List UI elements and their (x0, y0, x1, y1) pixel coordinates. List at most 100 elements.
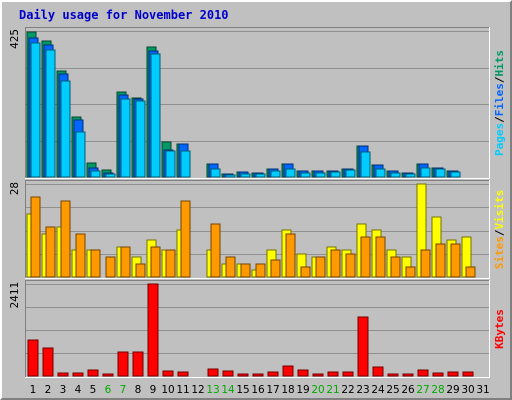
bar-pages-day-20 (315, 172, 326, 178)
legend-kbytes: KBytes (493, 309, 506, 349)
x-tick-label: 16 (251, 384, 265, 396)
bar-pages-day-11 (180, 150, 191, 178)
x-tick-label: 15 (236, 384, 249, 396)
bar-sites-day-23 (360, 236, 371, 278)
bar-sites-day-28 (435, 243, 446, 278)
bar-pages-day-22 (345, 169, 356, 178)
panel-middle: 28 Sites/Visits (8, 180, 506, 279)
bar-kbytes-day-24 (372, 366, 384, 377)
legend-files: Files (493, 83, 506, 116)
x-tick-label: 10 (161, 384, 174, 396)
legend-middle: Sites/Visits (493, 190, 506, 270)
bar-kbytes-day-6 (102, 373, 114, 377)
bar-pages-day-6 (105, 173, 116, 178)
bar-pages-day-16 (255, 173, 266, 178)
bar-pages-day-14 (225, 174, 236, 178)
bar-kbytes-day-15 (237, 373, 249, 377)
bar-pages-day-7 (120, 98, 131, 178)
bar-sites-day-6 (105, 256, 116, 278)
bar-kbytes-day-28 (432, 372, 444, 377)
bar-kbytes-day-27 (417, 369, 429, 377)
x-tick-label: 25 (386, 384, 399, 396)
y-max-label: 28 (8, 182, 21, 195)
y-max-label: 2411 (8, 282, 21, 309)
chart-title: Daily usage for November 2010 (19, 8, 229, 22)
bar-pages-day-10 (165, 150, 176, 178)
x-tick-label: 18 (281, 384, 294, 396)
bar-sites-day-27 (420, 249, 431, 278)
legend-sites: Sites (493, 236, 506, 269)
bar-pages-day-17 (270, 170, 281, 178)
bar-sites-day-13 (210, 223, 221, 278)
bar-kbytes-day-13 (207, 368, 219, 377)
bar-sites-day-7 (120, 246, 131, 278)
bar-pages-day-24 (375, 168, 386, 178)
bar-sites-day-3 (60, 200, 71, 278)
legend-hits: Hits (493, 50, 506, 77)
bar-pages-day-3 (60, 80, 71, 178)
x-tick-label: 1 (30, 384, 37, 396)
bar-pages-day-23 (360, 151, 371, 178)
x-tick-label: 12 (191, 384, 204, 396)
bar-pages-day-27 (420, 167, 431, 178)
bar-sites-day-18 (285, 233, 296, 278)
bar-sites-day-20 (315, 256, 326, 278)
bar-sites-day-22 (345, 253, 356, 278)
bar-kbytes-day-30 (462, 371, 474, 377)
bar-sites-day-9 (150, 246, 161, 278)
bar-sites-day-29 (450, 243, 461, 278)
x-tick-label: 21 (326, 384, 339, 396)
plot-area (25, 27, 490, 179)
y-max-label: 425 (8, 29, 21, 49)
bar-pages-day-8 (135, 100, 146, 178)
bar-sites-day-15 (240, 263, 251, 278)
bar-sites-day-1 (30, 196, 41, 278)
bar-sites-day-30 (465, 266, 476, 278)
bar-kbytes-day-1 (27, 339, 39, 377)
bar-sites-day-16 (255, 263, 266, 278)
bar-sites-day-10 (165, 249, 176, 278)
bar-sites-day-17 (270, 259, 281, 278)
x-tick-label: 8 (135, 384, 142, 396)
bar-kbytes-day-9 (147, 283, 159, 377)
bar-kbytes-day-20 (312, 373, 324, 377)
bar-sites-day-2 (45, 226, 56, 278)
x-tick-label: 31 (476, 384, 489, 396)
bar-pages-day-29 (450, 171, 461, 178)
x-tick-label: 7 (120, 384, 127, 396)
bar-sites-day-26 (405, 266, 416, 278)
x-tick-label: 9 (150, 384, 157, 396)
bar-pages-day-19 (300, 172, 311, 178)
bar-pages-day-28 (435, 168, 446, 178)
legend-pages: Pages (493, 123, 506, 156)
bar-kbytes-day-18 (282, 365, 294, 377)
bar-kbytes-day-10 (162, 370, 174, 377)
legend-visits: Visits (493, 190, 506, 230)
bar-pages-day-1 (30, 42, 41, 178)
bar-kbytes-day-2 (42, 347, 54, 377)
x-tick-label: 4 (75, 384, 82, 396)
bar-pages-day-2 (45, 49, 56, 178)
bar-kbytes-day-5 (87, 369, 99, 377)
bar-kbytes-day-8 (132, 351, 144, 377)
bar-pages-day-21 (330, 171, 341, 178)
bar-pages-day-5 (90, 170, 101, 178)
legend-separator: / (493, 116, 506, 123)
bar-sites-day-4 (75, 233, 86, 278)
bar-sites-day-19 (300, 266, 311, 278)
x-tick-label: 30 (461, 384, 474, 396)
bar-kbytes-day-4 (72, 372, 84, 377)
x-tick-label: 6 (105, 384, 112, 396)
bar-sites-day-24 (375, 236, 386, 278)
bar-sites-day-8 (135, 263, 146, 278)
x-tick-label: 5 (90, 384, 97, 396)
x-tick-label: 17 (266, 384, 279, 396)
x-tick-label: 14 (221, 384, 235, 396)
x-tick-label: 29 (446, 384, 459, 396)
bar-pages-day-25 (390, 172, 401, 178)
x-tick-label: 22 (341, 384, 354, 396)
bar-kbytes-day-29 (447, 371, 459, 377)
bar-kbytes-day-16 (252, 373, 264, 377)
